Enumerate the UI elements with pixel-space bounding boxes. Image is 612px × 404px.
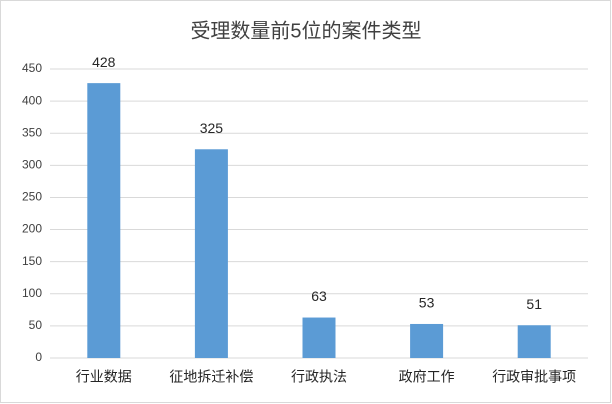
data-label: 53 [419,295,435,311]
y-tick-label: 150 [22,254,42,268]
y-tick-label: 350 [22,125,42,139]
bar [410,323,444,358]
y-tick-label: 300 [22,158,42,172]
data-label: 51 [526,296,542,312]
y-tick-label: 100 [22,286,42,300]
data-label: 325 [200,120,224,136]
y-tick-label: 400 [22,93,42,107]
bar [302,317,336,358]
y-tick-label: 250 [22,190,42,204]
data-label: 63 [311,288,327,304]
chart-title: 受理数量前5位的案件类型 [190,19,421,42]
bar [87,83,121,358]
bar [517,325,551,358]
x-tick-label: 行业数据 [76,369,132,385]
y-tick-label: 0 [35,350,42,364]
y-tick-label: 50 [29,318,43,332]
bar [194,149,228,358]
x-tick-label: 征地拆迁补偿 [169,369,253,385]
y-tick-label: 450 [22,61,42,75]
y-tick-label: 200 [22,222,42,236]
x-tick-label: 行政执法 [291,369,347,385]
data-label: 428 [92,54,116,70]
x-tick-label: 政府工作 [399,369,455,385]
x-tick-label: 行政审批事项 [492,369,576,385]
